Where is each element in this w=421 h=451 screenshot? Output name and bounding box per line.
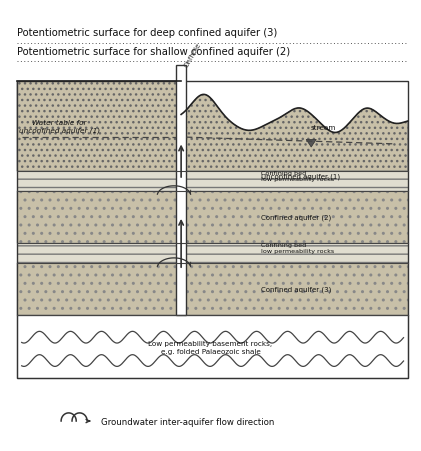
Bar [18, 171, 408, 192]
Text: Confining bed
low permeability rocks: Confining bed low permeability rocks [261, 170, 334, 182]
Bar [18, 192, 408, 244]
Bar [18, 244, 408, 264]
Polygon shape [306, 140, 316, 148]
Text: Potentiometric surface for shallow confined aquifer (2): Potentiometric surface for shallow confi… [18, 47, 290, 57]
Bar [18, 315, 408, 378]
Text: Confining bed
low permeability rocks: Confining bed low permeability rocks [261, 243, 334, 254]
Text: Confined aquifer (3): Confined aquifer (3) [261, 286, 331, 293]
Text: Unconfined aquifer (1): Unconfined aquifer (1) [261, 173, 340, 179]
Polygon shape [18, 82, 181, 171]
Text: Onfhole: Onfhole [183, 41, 202, 68]
Text: Confined aquifer (2): Confined aquifer (2) [261, 214, 331, 221]
Bar [18, 264, 408, 315]
Bar [18, 82, 408, 378]
Text: Water table for
unconfined aquifer (1): Water table for unconfined aquifer (1) [19, 120, 100, 134]
Text: Groundwater inter-aquifer flow direction: Groundwater inter-aquifer flow direction [101, 417, 275, 426]
Text: Low permeability basement rocks,
e.g. folded Palaeozoic shale: Low permeability basement rocks, e.g. fo… [149, 340, 272, 354]
Text: stream: stream [311, 125, 336, 131]
Bar [176, 66, 186, 315]
Text: Potentiometric surface for deep confined aquifer (3): Potentiometric surface for deep confined… [18, 28, 278, 38]
Polygon shape [181, 95, 408, 171]
